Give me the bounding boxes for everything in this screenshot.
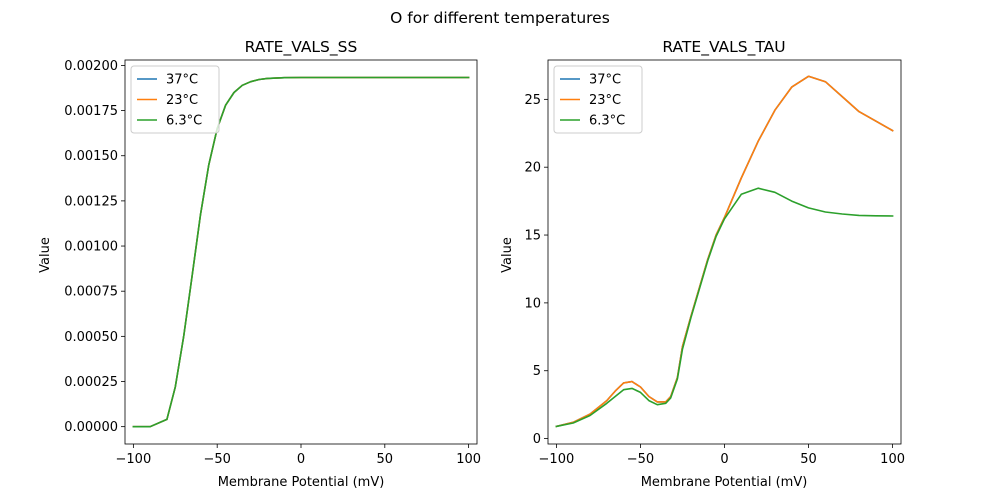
x-tick-label: 50 — [800, 452, 817, 467]
y-tick-label: 0.00175 — [64, 104, 118, 119]
x-tick-label: 50 — [377, 452, 394, 467]
y-tick-label: 0 — [533, 432, 541, 447]
chart-title: RATE_VALS_SS — [245, 38, 358, 57]
legend-label: 6.3°C — [166, 114, 202, 129]
legend-label: 23°C — [589, 93, 621, 108]
x-axis-label: Membrane Potential (mV) — [218, 475, 385, 490]
chart-title: RATE_VALS_TAU — [662, 38, 785, 57]
legend-label: 37°C — [166, 73, 198, 88]
y-tick-label: 20 — [524, 161, 541, 176]
x-tick-label: 100 — [880, 452, 905, 467]
y-tick-label: 0.00000 — [64, 420, 118, 435]
y-tick-label: 0.00150 — [64, 149, 118, 164]
x-tick-label: 0 — [720, 452, 728, 467]
y-tick-label: 10 — [524, 296, 541, 311]
x-tick-label: 100 — [456, 452, 481, 467]
x-tick-label: 0 — [297, 452, 305, 467]
y-tick-label: 0.00025 — [64, 375, 118, 390]
axes-frame — [124, 59, 478, 445]
y-tick-label: 0.00100 — [64, 240, 118, 255]
legend-label: 37°C — [589, 73, 621, 88]
legend-label: 6.3°C — [589, 114, 625, 129]
axes-frame — [547, 59, 902, 445]
x-tick-label: −100 — [539, 452, 575, 467]
legend: 37°C 23°C 6.3°C — [130, 65, 220, 134]
series-line — [555, 187, 894, 428]
chart-panel-tau: RATE_VALS_TAU Membrane Potential (mV) Va… — [500, 38, 905, 490]
y-tick-label: 25 — [524, 93, 541, 108]
x-axis-label: Membrane Potential (mV) — [641, 475, 808, 490]
y-axis-label: Value — [38, 237, 53, 273]
y-tick-label: 5 — [533, 364, 541, 379]
figure-suptitle: O for different temperatures — [390, 9, 610, 27]
y-tick-label: 0.00075 — [64, 285, 118, 300]
legend-box — [553, 65, 643, 134]
legend-box — [130, 65, 220, 134]
chart-panel-ss: RATE_VALS_SS Membrane Potential (mV) Val… — [38, 38, 481, 490]
y-tick-label: 0.00125 — [64, 194, 118, 209]
legend-label: 23°C — [166, 93, 198, 108]
legend: 37°C 23°C 6.3°C — [553, 65, 643, 134]
x-tick-label: −100 — [116, 452, 152, 467]
x-tick-label: −50 — [203, 452, 230, 467]
series-line — [132, 76, 470, 428]
y-tick-label: 0.00200 — [64, 59, 118, 74]
y-tick-label: 0.00050 — [64, 330, 118, 345]
y-axis-label: Value — [500, 237, 515, 273]
x-tick-label: −50 — [627, 452, 654, 467]
y-tick-label: 15 — [524, 229, 541, 244]
